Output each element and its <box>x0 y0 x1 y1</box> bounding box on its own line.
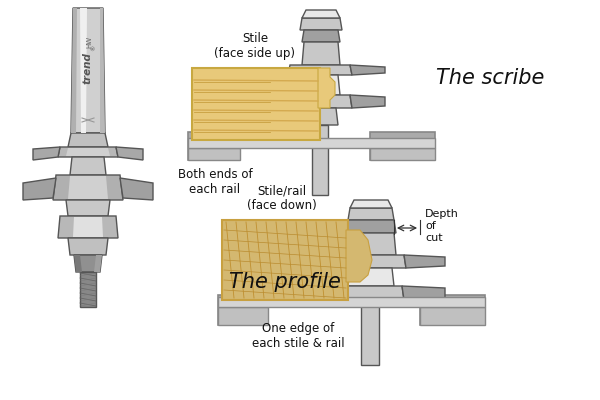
Bar <box>218 297 485 307</box>
Text: Stile
(face side up): Stile (face side up) <box>215 32 296 60</box>
Polygon shape <box>302 42 340 65</box>
Polygon shape <box>350 95 385 108</box>
Text: Stile/rail
(face down): Stile/rail (face down) <box>247 184 317 212</box>
Polygon shape <box>68 176 108 199</box>
Polygon shape <box>66 148 110 156</box>
Polygon shape <box>304 108 338 125</box>
Polygon shape <box>74 255 102 272</box>
Polygon shape <box>318 68 335 108</box>
Bar <box>312 125 328 195</box>
Polygon shape <box>116 147 143 160</box>
Bar <box>80 272 96 307</box>
Bar <box>361 300 379 365</box>
Text: trend: trend <box>83 52 93 84</box>
Bar <box>188 138 435 148</box>
Polygon shape <box>300 18 342 30</box>
Polygon shape <box>302 10 340 18</box>
Text: Depth
of
cut: Depth of cut <box>425 210 459 242</box>
Polygon shape <box>66 200 110 216</box>
Polygon shape <box>350 200 392 208</box>
Polygon shape <box>302 75 340 95</box>
Bar <box>188 132 240 160</box>
Polygon shape <box>302 30 340 42</box>
Polygon shape <box>68 238 108 255</box>
Text: HW: HW <box>86 36 92 48</box>
Text: Both ends of
each rail: Both ends of each rail <box>178 168 253 196</box>
Polygon shape <box>74 255 82 272</box>
Bar <box>218 307 268 325</box>
Polygon shape <box>71 8 105 133</box>
Polygon shape <box>222 220 348 300</box>
Polygon shape <box>80 8 87 133</box>
Polygon shape <box>58 216 118 238</box>
Polygon shape <box>70 157 106 175</box>
Polygon shape <box>346 233 396 255</box>
Polygon shape <box>120 178 153 200</box>
Polygon shape <box>288 95 352 108</box>
Bar <box>188 148 240 160</box>
Polygon shape <box>348 208 394 220</box>
Polygon shape <box>73 217 103 237</box>
Bar <box>370 132 435 160</box>
Polygon shape <box>33 147 60 160</box>
Polygon shape <box>348 268 394 286</box>
Polygon shape <box>402 286 445 300</box>
Polygon shape <box>334 255 406 268</box>
Polygon shape <box>71 8 77 133</box>
Text: The scribe: The scribe <box>436 68 544 88</box>
Bar <box>218 295 268 325</box>
Polygon shape <box>192 68 320 140</box>
Polygon shape <box>350 65 385 75</box>
Polygon shape <box>346 220 396 233</box>
Bar <box>420 307 485 325</box>
Polygon shape <box>23 178 56 200</box>
Polygon shape <box>58 147 118 157</box>
Polygon shape <box>288 65 352 75</box>
Text: One edge of
each stile & rail: One edge of each stile & rail <box>251 322 344 350</box>
Text: The profile: The profile <box>229 272 341 292</box>
Polygon shape <box>346 230 372 282</box>
Polygon shape <box>94 255 102 272</box>
Polygon shape <box>404 255 445 268</box>
Bar <box>370 148 435 160</box>
Polygon shape <box>68 133 108 147</box>
Polygon shape <box>100 8 105 133</box>
Bar <box>420 295 485 325</box>
Polygon shape <box>338 286 404 300</box>
Text: ®: ® <box>91 45 97 51</box>
Polygon shape <box>53 175 123 200</box>
